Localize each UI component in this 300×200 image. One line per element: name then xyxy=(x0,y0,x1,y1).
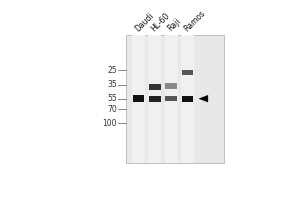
Bar xyxy=(165,83,177,89)
Bar xyxy=(133,95,145,102)
Text: Ramos: Ramos xyxy=(182,8,207,33)
Text: 25: 25 xyxy=(107,66,117,75)
Bar xyxy=(149,96,161,102)
Bar xyxy=(165,96,177,101)
Bar xyxy=(149,84,161,90)
Bar xyxy=(148,35,161,163)
Text: Raji: Raji xyxy=(166,17,183,33)
Bar xyxy=(181,35,194,163)
Text: 35: 35 xyxy=(107,80,117,89)
Bar xyxy=(126,35,224,163)
Text: 100: 100 xyxy=(103,119,117,128)
Bar xyxy=(182,96,193,102)
Bar xyxy=(165,35,178,163)
Bar xyxy=(132,35,145,163)
Text: 70: 70 xyxy=(107,105,117,114)
Text: Daudi: Daudi xyxy=(134,11,156,33)
Text: HL-60: HL-60 xyxy=(150,11,172,33)
Polygon shape xyxy=(199,95,208,102)
Bar xyxy=(182,70,193,75)
Text: 55: 55 xyxy=(107,94,117,103)
